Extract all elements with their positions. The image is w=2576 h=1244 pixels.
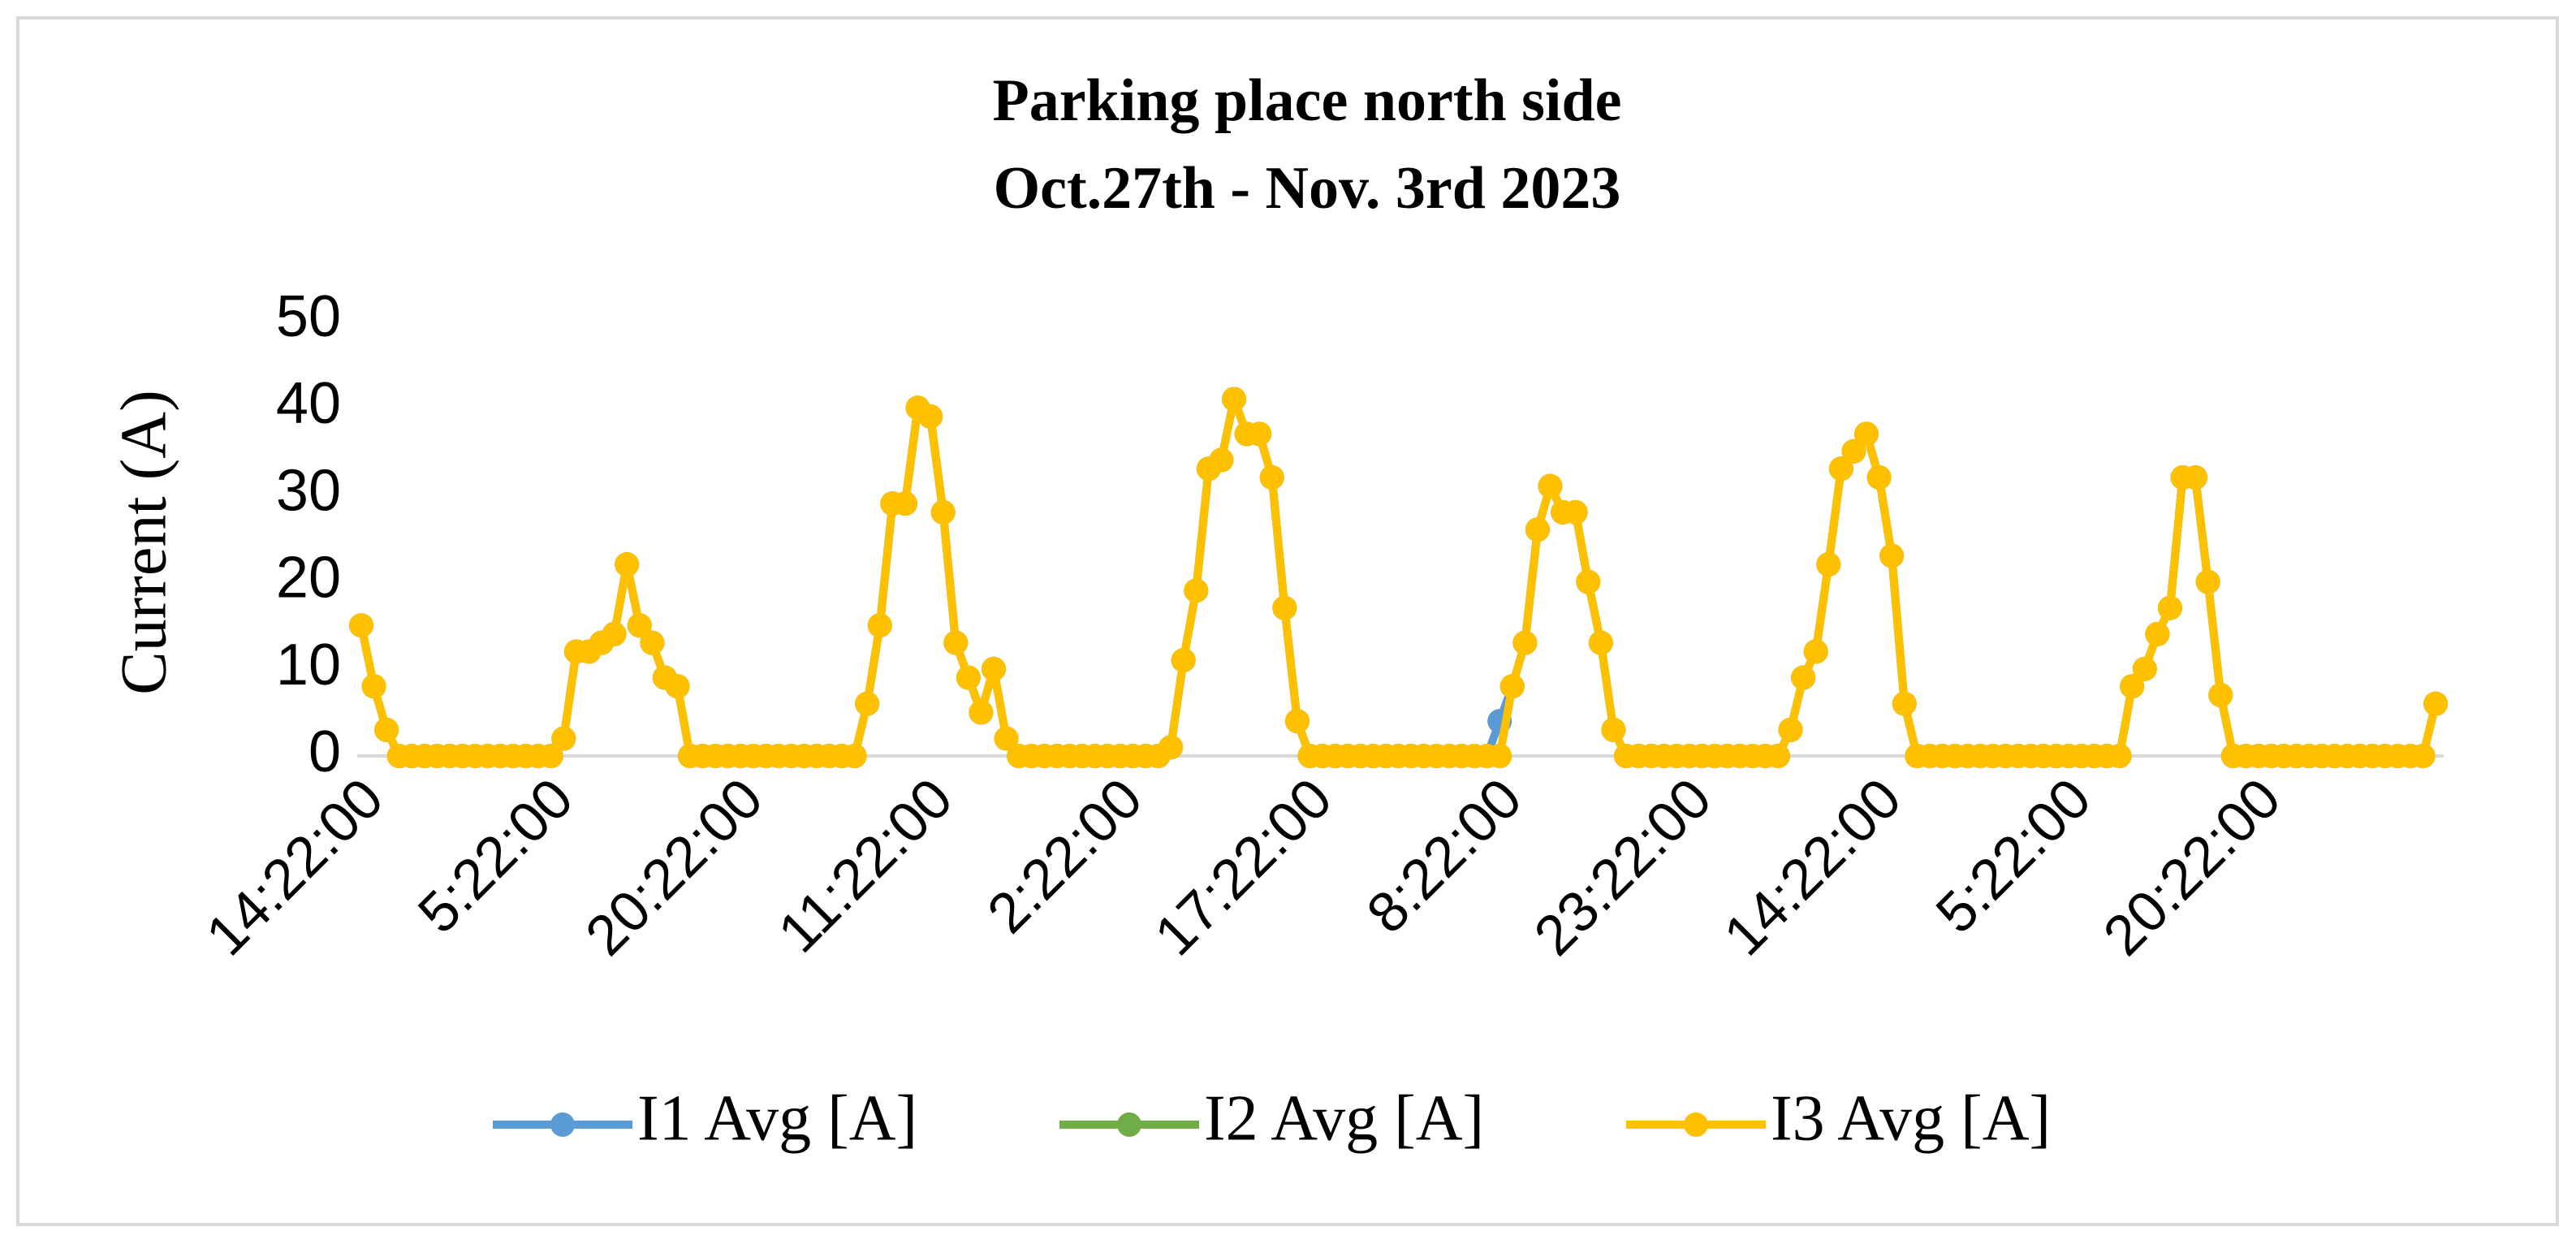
data-point bbox=[1159, 735, 1184, 760]
chart-subtitle: Oct.27th - Nov. 3rd 2023 bbox=[994, 155, 1621, 222]
data-point bbox=[361, 674, 386, 699]
y-tick-label: 20 bbox=[276, 546, 341, 611]
data-point bbox=[2107, 744, 2132, 768]
legend-marker bbox=[550, 1112, 575, 1137]
data-point bbox=[627, 613, 652, 638]
data-point bbox=[1765, 744, 1790, 768]
data-point bbox=[2145, 621, 2170, 646]
data-point bbox=[1892, 691, 1917, 716]
data-point bbox=[982, 656, 1006, 681]
legend-label: I1 Avg [A] bbox=[637, 1082, 917, 1154]
chart-title: Parking place north side bbox=[993, 67, 1622, 134]
data-point bbox=[1803, 639, 1828, 664]
data-point bbox=[1222, 387, 1247, 412]
data-point bbox=[2157, 595, 2182, 620]
data-point bbox=[1576, 569, 1601, 594]
data-point bbox=[2208, 682, 2233, 707]
data-point bbox=[855, 691, 880, 716]
data-point bbox=[665, 674, 690, 699]
data-point bbox=[956, 665, 981, 690]
data-point bbox=[1841, 438, 1866, 464]
data-point bbox=[349, 613, 373, 638]
data-point bbox=[551, 726, 576, 751]
data-point bbox=[602, 621, 627, 646]
data-point bbox=[1563, 499, 1588, 525]
data-point bbox=[1538, 473, 1563, 499]
data-point bbox=[943, 630, 969, 655]
data-point bbox=[2410, 744, 2436, 768]
data-point bbox=[1512, 630, 1538, 655]
legend-label: I2 Avg [A] bbox=[1204, 1082, 1484, 1154]
data-point bbox=[1816, 552, 1841, 577]
data-point bbox=[2423, 691, 2449, 716]
data-point bbox=[538, 744, 563, 768]
legend-label: I3 Avg [A] bbox=[1771, 1082, 2051, 1154]
data-point bbox=[1184, 578, 1209, 603]
data-point bbox=[867, 613, 892, 638]
data-point bbox=[1588, 630, 1613, 655]
data-point bbox=[640, 630, 665, 655]
data-point bbox=[1791, 665, 1816, 690]
data-point bbox=[1866, 464, 1892, 490]
data-point bbox=[1499, 674, 1525, 699]
y-tick-label: 50 bbox=[276, 284, 341, 349]
data-point bbox=[1171, 648, 1196, 673]
y-tick-label: 40 bbox=[276, 371, 341, 436]
legend-marker bbox=[1684, 1112, 1708, 1137]
data-point bbox=[615, 552, 640, 577]
data-point bbox=[842, 744, 867, 768]
data-point bbox=[1828, 456, 1853, 482]
data-point bbox=[930, 499, 956, 525]
data-point bbox=[1879, 543, 1905, 568]
series bbox=[349, 387, 2449, 768]
data-point bbox=[1284, 709, 1310, 734]
data-point bbox=[2183, 464, 2208, 490]
data-point bbox=[2132, 656, 2157, 681]
data-point bbox=[1272, 595, 1297, 620]
data-point bbox=[1247, 421, 1272, 447]
data-point bbox=[1487, 744, 1512, 768]
y-tick-label: 0 bbox=[309, 719, 341, 784]
data-point bbox=[2195, 569, 2220, 594]
data-point bbox=[892, 491, 917, 516]
data-point bbox=[1209, 447, 1234, 473]
y-tick-label: 30 bbox=[276, 458, 341, 523]
data-point bbox=[1601, 717, 1626, 742]
data-point bbox=[918, 404, 943, 429]
y-axis-title: Current (A) bbox=[108, 390, 179, 694]
data-point bbox=[994, 726, 1019, 751]
legend-marker bbox=[1117, 1112, 1141, 1137]
data-point bbox=[1525, 517, 1550, 542]
data-point bbox=[1259, 464, 1284, 490]
data-point bbox=[2120, 674, 2145, 699]
data-point bbox=[1778, 717, 1803, 742]
data-point bbox=[374, 717, 399, 742]
y-tick-label: 10 bbox=[276, 633, 341, 698]
data-point bbox=[1854, 421, 1879, 447]
data-point bbox=[969, 700, 994, 725]
